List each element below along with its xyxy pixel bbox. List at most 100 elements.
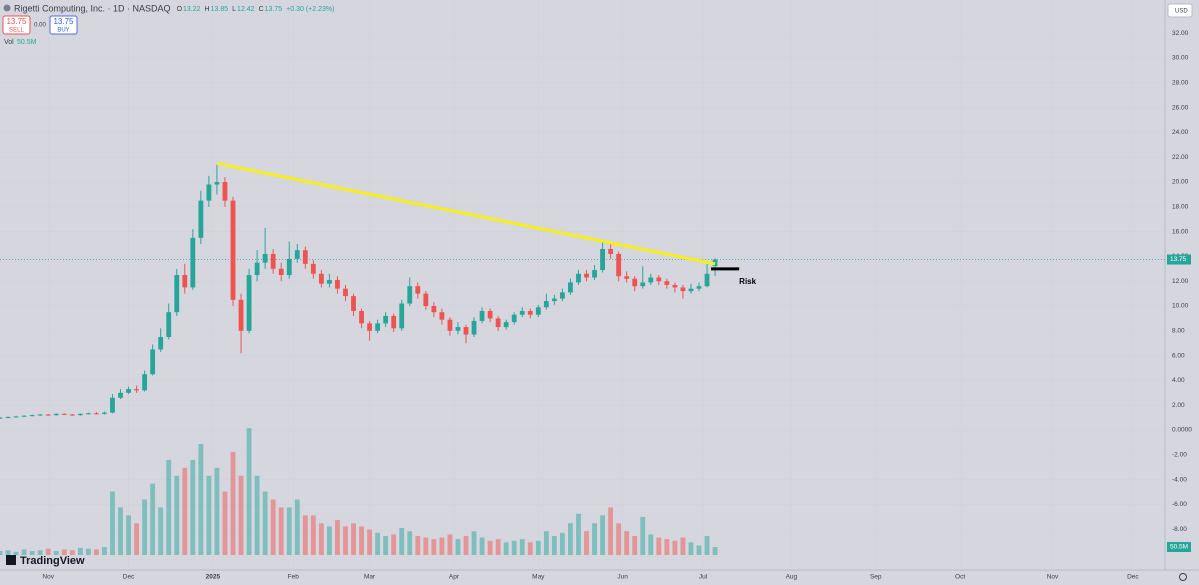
buy-button[interactable] <box>49 15 78 35</box>
candle-body <box>69 414 75 416</box>
volume-title: Vol <box>4 39 14 46</box>
candle-body <box>608 248 614 254</box>
volume-bar <box>407 531 413 555</box>
currency-button[interactable] <box>1167 3 1193 18</box>
volume-bar <box>118 507 123 555</box>
candle-body <box>359 310 364 324</box>
volume-bar <box>592 523 597 555</box>
volume-bar <box>278 507 284 555</box>
candle-body <box>102 412 107 414</box>
candle-body <box>471 320 477 335</box>
candle-body <box>415 286 421 294</box>
volume-bar <box>174 475 180 555</box>
volume-bar <box>535 540 541 555</box>
candle-body <box>391 315 397 329</box>
volume-bar <box>423 537 429 555</box>
symbol: Rigetti Computing, Inc. · 1D · NASDAQ <box>14 3 171 13</box>
y-tick-label: 4.00 <box>1172 377 1185 384</box>
volume-bar <box>688 542 694 555</box>
volume-bar <box>616 523 622 555</box>
ohlc-h: 13.85 <box>211 6 229 13</box>
candle-body <box>37 414 43 416</box>
volume-bar <box>560 532 565 555</box>
volume-bar <box>77 547 83 555</box>
currency[interactable]: USD <box>1175 9 1188 15</box>
candle-body <box>503 322 509 328</box>
candle-body <box>584 273 589 278</box>
volume-bar <box>359 526 364 555</box>
y-tick-label: 20.00 <box>1172 179 1189 186</box>
volume-bar <box>527 542 533 555</box>
candle-body <box>150 349 156 375</box>
sell-label[interactable]: SELL <box>9 28 24 34</box>
y-tick-label: 28.00 <box>1172 80 1189 87</box>
x-tick-label: Dec <box>123 574 135 581</box>
x-tick-label: Jun <box>617 574 628 581</box>
candle-body <box>126 389 131 393</box>
risk-label: Risk <box>739 277 756 286</box>
candle-body <box>704 273 710 287</box>
candle-body <box>29 415 35 417</box>
y-tick-label: 6.00 <box>1172 352 1185 359</box>
buy-label[interactable]: BUY <box>57 28 69 34</box>
candle-body <box>94 413 99 415</box>
candle-body <box>206 184 212 201</box>
candle-body <box>13 416 19 418</box>
volume-tag-label: 50.5M <box>1170 544 1188 551</box>
drawings: Risk <box>216 161 757 286</box>
volume-bar <box>471 531 477 555</box>
volume-bar <box>222 491 228 555</box>
candle-body <box>142 374 148 391</box>
volume-bar <box>551 535 557 555</box>
volume-bar <box>608 507 614 555</box>
settings-icon[interactable] <box>1179 573 1187 581</box>
candle-body <box>551 298 557 302</box>
candle-body <box>254 262 260 276</box>
candle-body <box>327 279 332 284</box>
candle-body <box>592 270 597 278</box>
candle-body <box>45 414 51 416</box>
sell-price[interactable]: 13.75 <box>6 17 27 26</box>
candle-body <box>270 253 276 269</box>
candle-body <box>519 310 525 315</box>
sell-button[interactable] <box>2 15 31 35</box>
volume-bar <box>712 546 718 555</box>
candle-body <box>351 296 356 311</box>
x-tick-label: Sep <box>870 574 882 581</box>
volume-bar <box>335 520 340 555</box>
candle-body <box>576 273 581 283</box>
volume-bar <box>206 475 212 555</box>
volume-bar <box>69 550 75 555</box>
spread: 0.00 <box>34 23 46 29</box>
volume-bar <box>704 535 710 555</box>
volume-bar <box>519 539 525 555</box>
candle-body <box>423 293 429 307</box>
candle-body <box>182 275 188 288</box>
candle-body <box>455 327 461 331</box>
candle-body <box>511 314 517 323</box>
y-tick-label: 16.00 <box>1172 228 1189 235</box>
x-tick-label: Mar <box>364 574 376 581</box>
volume-bar <box>351 523 356 555</box>
ohlc-o: 13.22 <box>183 6 201 13</box>
ohlc-c_label: C <box>259 6 264 13</box>
volume-bar <box>391 534 397 555</box>
volume-bar <box>624 531 630 555</box>
volume-bar <box>94 549 99 555</box>
volume-bar <box>672 540 678 555</box>
y-tick-label: 0.0000 <box>1172 427 1192 434</box>
volume-bar <box>584 531 589 555</box>
x-tick-label: Dec <box>1127 574 1139 581</box>
candle-body <box>527 310 533 315</box>
volume-bar <box>134 523 139 555</box>
candle-body <box>21 415 27 417</box>
buy-price[interactable]: 13.75 <box>53 17 74 26</box>
candle-body <box>134 389 139 391</box>
candle-body <box>568 282 573 293</box>
candle-body <box>278 268 284 276</box>
y-tick-label: 18.00 <box>1172 204 1189 211</box>
x-tick-label: May <box>532 574 545 581</box>
x-tick-label: 2025 <box>206 574 221 581</box>
candle-body <box>399 303 405 329</box>
